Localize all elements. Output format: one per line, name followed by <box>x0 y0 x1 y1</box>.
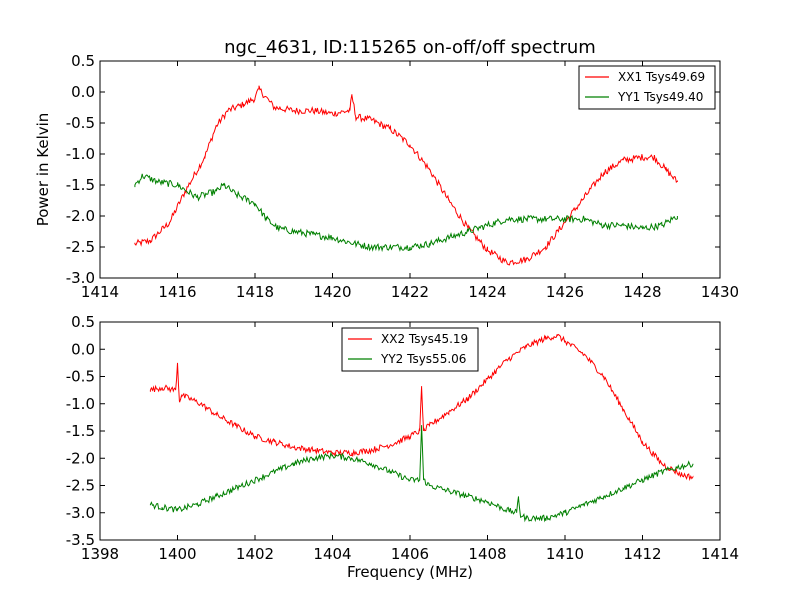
x-tick-label: 1416 <box>158 283 196 301</box>
x-tick-label: 1406 <box>391 545 429 563</box>
legend-label: XX2 Tsys45.19 <box>381 332 468 346</box>
y-tick-label: -0.5 <box>66 368 95 386</box>
x-tick-label: 1402 <box>236 545 274 563</box>
y-tick-label: 0.5 <box>71 52 95 70</box>
y-tick-label: 0.5 <box>71 313 95 331</box>
series-line-yy2 <box>149 425 694 523</box>
x-tick-label: 1404 <box>313 545 351 563</box>
legend-box <box>341 327 479 372</box>
x-tick-label: 1414 <box>81 283 119 301</box>
x-tick-label: 1398 <box>81 545 119 563</box>
top-panel: 1414 1416 1418 1420 1422 1424 1426 1428 1430 0.5 0… <box>34 52 739 301</box>
x-tick-label: 1422 <box>391 283 429 301</box>
y-tick-label: -3.0 <box>66 504 95 522</box>
legend-label: YY1 Tsys49.40 <box>617 90 703 104</box>
y-tick-label: 0.0 <box>71 340 95 358</box>
y-tick-label: -1.5 <box>66 422 95 440</box>
y-tick-label: -1.5 <box>66 176 95 194</box>
chart-title: ngc_4631, ID:115265 on-off/off spectrum <box>224 37 596 58</box>
series-line-xx2 <box>149 333 694 482</box>
y-tick-label: -3.0 <box>66 269 95 287</box>
x-tick-label: 1410 <box>546 545 584 563</box>
y-tick-label: -1.0 <box>66 145 95 163</box>
x-tick-label: 1428 <box>623 283 661 301</box>
legend: XX2 Tsys45.19 YY2 Tsys55.06 <box>341 327 479 372</box>
x-tick-label: 1408 <box>468 545 506 563</box>
x-tick-label: 1418 <box>236 283 274 301</box>
y-tick-label: -3.5 <box>66 531 95 549</box>
x-tick-label: 1426 <box>546 283 584 301</box>
y-tick-label: -2.0 <box>66 449 95 467</box>
series-line-yy1 <box>134 173 678 253</box>
legend: XX1 Tsys49.69 YY1 Tsys49.40 <box>578 65 716 110</box>
legend-label: XX1 Tsys49.69 <box>618 70 705 84</box>
x-axis-label: Frequency (MHz) <box>347 563 473 581</box>
y-tick-label: -2.5 <box>66 238 95 256</box>
x-tick-label: 1430 <box>701 283 739 301</box>
bottom-panel: 1398 1400 1402 1404 1406 1408 1410 1412 1414 0.5 0… <box>66 313 739 581</box>
y-tick-label: -1.0 <box>66 395 95 413</box>
y-tick-label: -2.0 <box>66 207 95 225</box>
x-tick-label: 1414 <box>701 545 739 563</box>
x-tick-label: 1420 <box>313 283 351 301</box>
x-tick-label: 1424 <box>468 283 506 301</box>
y-tick-label: -0.5 <box>66 114 95 132</box>
y-tick-label: -2.5 <box>66 477 95 495</box>
y-axis-label: Power in Kelvin <box>34 113 52 227</box>
y-tick-label: 0.0 <box>71 83 95 101</box>
series-line-xx1 <box>134 85 678 266</box>
legend-label: YY2 Tsys55.06 <box>380 352 466 366</box>
legend-box <box>578 65 716 110</box>
x-tick-label: 1400 <box>158 545 196 563</box>
x-tick-label: 1412 <box>623 545 661 563</box>
